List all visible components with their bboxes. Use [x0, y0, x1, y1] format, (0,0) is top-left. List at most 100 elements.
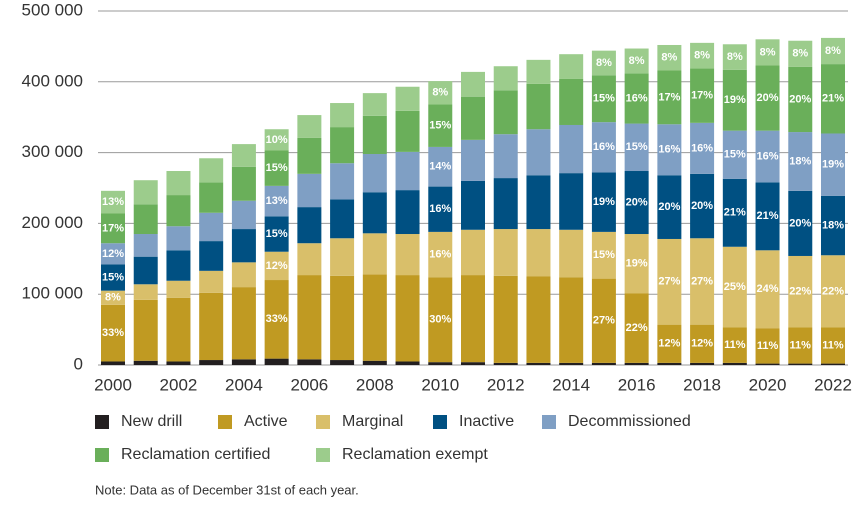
bar-segment: [133, 180, 158, 205]
bar-segment: [493, 90, 518, 135]
bar-segment: [755, 328, 780, 364]
y-tick-label: 300 000: [22, 142, 83, 161]
x-tick-label: 2000: [94, 375, 132, 394]
data-label: 19%: [822, 159, 844, 171]
legend-label: New drill: [121, 413, 182, 430]
bar-segment: [493, 134, 518, 179]
bar-segment: [362, 115, 387, 155]
bar-segment: [101, 304, 125, 362]
bar-segment: [722, 130, 747, 179]
bar-segment: [362, 360, 387, 365]
bar-segment: [133, 204, 158, 235]
bar-segment: [657, 70, 682, 125]
bar-segment: [624, 48, 649, 74]
bar-segment: [461, 362, 485, 365]
bar-segment: [591, 278, 616, 363]
bar-segment: [559, 277, 584, 363]
data-label: 8%: [694, 50, 710, 62]
bar-segment: [461, 229, 485, 276]
data-label: 12%: [266, 260, 288, 272]
y-tick-label: 100 000: [22, 284, 83, 303]
data-label: 27%: [658, 276, 680, 288]
data-label: 16%: [429, 203, 451, 215]
bar-segment: [591, 172, 616, 232]
bar-segment: [690, 42, 715, 69]
bar-segment: [330, 127, 355, 164]
bar-segment: [362, 192, 387, 234]
bar-segment: [199, 158, 224, 183]
bar-segment: [526, 59, 551, 84]
x-tick-label: 2012: [487, 375, 525, 394]
bar-segment: [199, 241, 224, 271]
data-label: 8%: [760, 46, 776, 58]
bar-segment: [591, 50, 616, 76]
bar-segment: [166, 297, 191, 362]
bar-segment: [722, 362, 747, 365]
bar-segment: [428, 231, 453, 278]
bar-segment: [788, 40, 813, 67]
bar-segment: [428, 146, 453, 187]
bar-segment: [264, 216, 289, 252]
bar-segment: [559, 54, 584, 79]
bar-segment: [461, 275, 485, 363]
bar-segment: [428, 186, 453, 232]
bar-segment: [330, 199, 355, 239]
data-label: 20%: [789, 93, 811, 105]
data-label: 15%: [724, 149, 746, 161]
bar-segment: [297, 115, 322, 138]
data-label: 24%: [757, 283, 779, 295]
y-tick-label: 200 000: [22, 213, 83, 232]
x-tick-label: 2010: [421, 375, 459, 394]
bar-segment: [264, 251, 289, 281]
bar-segment: [166, 195, 191, 227]
bar-segment: [133, 284, 158, 300]
bar-segment: [755, 65, 780, 131]
bar-segment: [821, 133, 845, 196]
bar-segment: [821, 327, 845, 364]
note: Note: Data as of December 31st of each y…: [95, 482, 359, 497]
bar-segment: [264, 280, 289, 359]
bar-segment: [657, 175, 682, 239]
bar-segment: [231, 144, 256, 167]
bar-segment: [526, 229, 551, 277]
bar-segment: [690, 362, 715, 365]
bar-segment: [624, 171, 649, 235]
bar-segment: [755, 39, 780, 66]
bar-segment: [231, 359, 256, 365]
bar-segment: [101, 361, 125, 365]
y-tick-label: 400 000: [22, 71, 83, 90]
legend-label: Reclamation exempt: [342, 446, 488, 463]
data-label: 27%: [691, 275, 713, 287]
data-label: 16%: [757, 150, 779, 162]
data-label: 22%: [822, 285, 844, 297]
bar-segment: [788, 190, 813, 256]
bar-segment: [297, 207, 322, 244]
bar-segment: [788, 66, 813, 133]
data-label: 20%: [658, 201, 680, 213]
bar-segment: [297, 359, 322, 365]
bar-segment: [657, 362, 682, 365]
bar-segment: [330, 360, 355, 365]
bar-segment: [264, 185, 289, 217]
data-label: 17%: [102, 222, 124, 234]
data-label: 15%: [593, 93, 615, 105]
bar-segment: [624, 293, 649, 363]
bar-segment: [821, 37, 845, 65]
bar-segment: [461, 71, 485, 97]
bar-segment: [657, 324, 682, 363]
y-tick-label: 500 000: [22, 0, 83, 19]
bar-segment: [362, 154, 387, 193]
x-tick-label: 2020: [749, 375, 787, 394]
bar-segment: [395, 190, 420, 235]
bar-segment: [755, 363, 780, 365]
data-label: 15%: [266, 162, 288, 174]
bar-segment: [690, 68, 715, 123]
bar-segment: [330, 163, 355, 200]
data-label: 11%: [822, 339, 844, 351]
data-label: 21%: [822, 93, 844, 105]
data-label: 10%: [266, 134, 288, 146]
bar-segment: [199, 182, 224, 213]
data-label: 15%: [429, 120, 451, 132]
data-label: 16%: [658, 144, 680, 156]
